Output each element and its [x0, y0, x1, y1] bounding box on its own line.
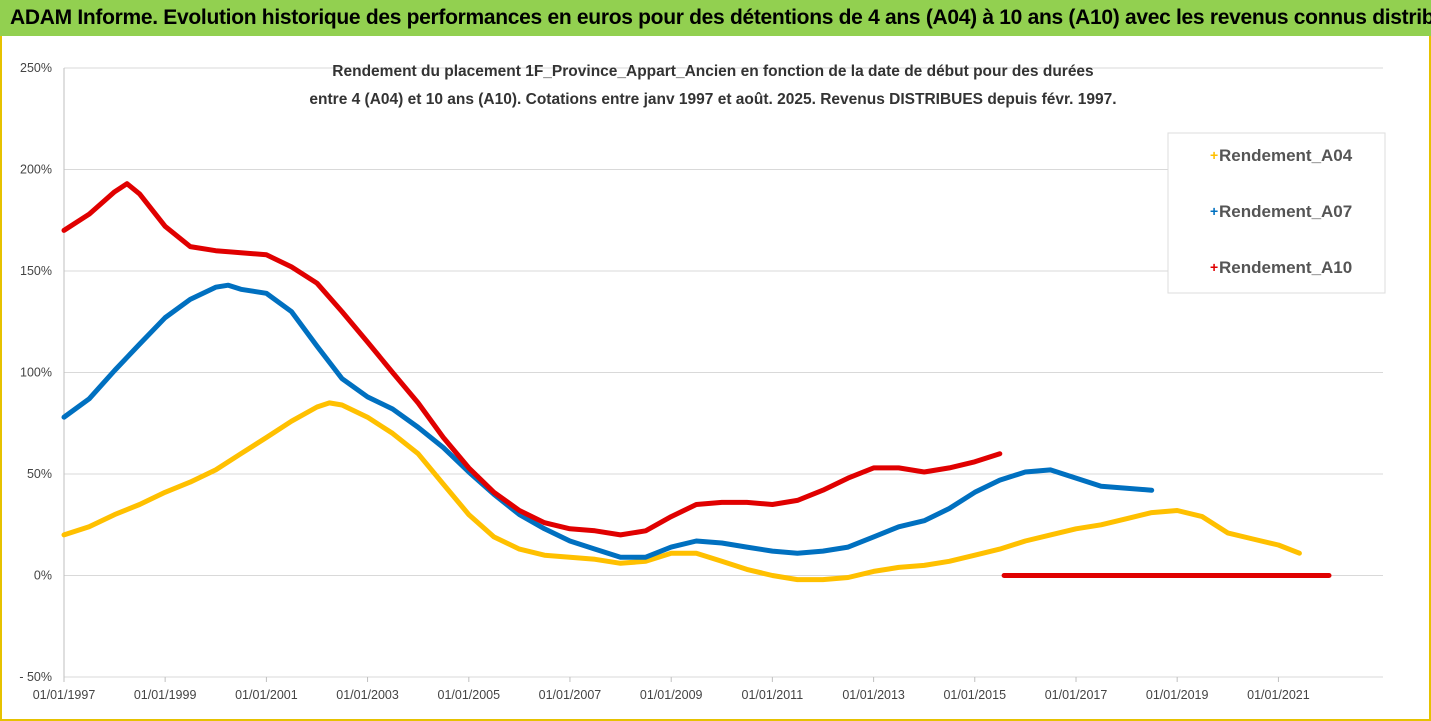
y-tick-label: 250%: [20, 61, 52, 75]
legend: + Rendement_A04+ Rendement_A07+ Rendement_A…: [1210, 146, 1353, 277]
x-tick-label: 01/01/1997: [33, 688, 96, 702]
x-tick-label: 01/01/2001: [235, 688, 298, 702]
y-tick-label: 150%: [20, 264, 52, 278]
series-line-rendement-a07-0: [61, 282, 1155, 560]
y-tick-label: 200%: [20, 163, 52, 177]
x-tick-label: 01/01/2017: [1045, 688, 1108, 702]
x-tick-label: 01/01/2003: [336, 688, 399, 702]
series-lines: [61, 181, 1332, 583]
page-title: ADAM Informe. Evolution historique des p…: [0, 0, 1431, 36]
chart-frame: [0, 36, 1431, 721]
y-tick-label: 50%: [27, 467, 52, 481]
x-tick-label: 01/01/2011: [742, 688, 804, 702]
x-axis-ticks: 01/01/1997 01/01/1999 01/01/2001 01/01/2003…: [33, 677, 1310, 702]
x-tick-label: 01/01/2015: [943, 688, 1006, 702]
x-tick-label: 01/01/2007: [539, 688, 602, 702]
legend-marker: +: [1210, 147, 1218, 163]
legend-label: Rendement_A04: [1219, 146, 1353, 165]
legend-marker: +: [1210, 203, 1218, 219]
y-tick-label: 0%: [34, 569, 52, 583]
x-tick-label: 01/01/2021: [1247, 688, 1310, 702]
x-tick-label: 01/01/2009: [640, 688, 703, 702]
legend-label: Rendement_A07: [1219, 202, 1352, 221]
x-tick-label: 01/01/1999: [134, 688, 197, 702]
y-tick-label: 100%: [20, 366, 52, 380]
legend-box: [1167, 132, 1386, 294]
y-tick-label: - 50%: [19, 670, 52, 684]
grid-lines: [63, 67, 1383, 678]
legend-label: Rendement_A10: [1219, 258, 1352, 277]
series-line-rendement-a04-0: [61, 400, 1302, 583]
chart-subtitle-line-1: Rendement du placement 1F_Province_Appar…: [332, 63, 1093, 80]
series-line-rendement-a10-0: [61, 181, 1003, 538]
chart-subtitle-line-2: entre 4 (A04) et 10 ans (A10). Cotations…: [309, 91, 1116, 108]
legend-marker: +: [1210, 259, 1218, 275]
x-tick-label: 01/01/2019: [1146, 688, 1209, 702]
y-axis-ticks: 250% 200% 150% 100% 50% 0% - 50%: [19, 61, 52, 684]
x-tick-label: 01/01/2013: [842, 688, 905, 702]
x-tick-label: 01/01/2005: [438, 688, 501, 702]
